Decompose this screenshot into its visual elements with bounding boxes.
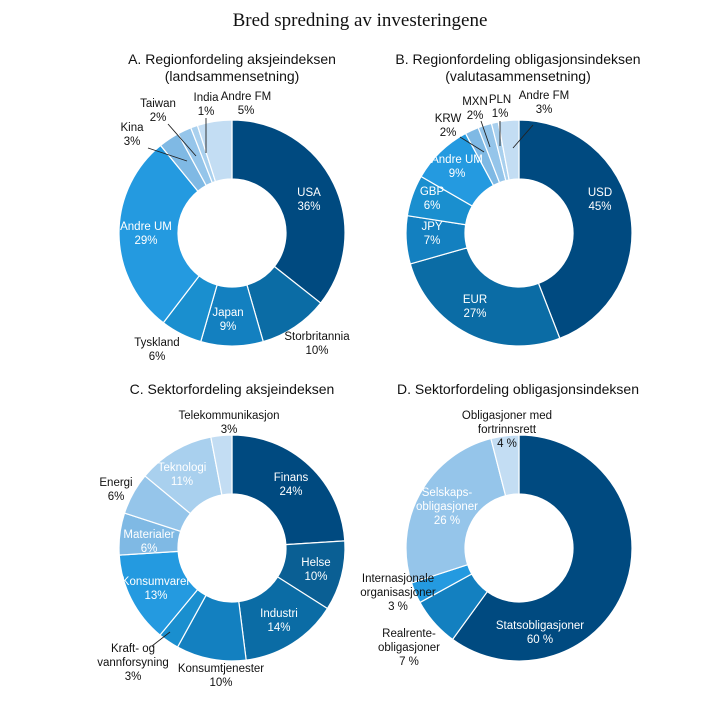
chart-c-label-finans: Finans 24% <box>274 472 309 498</box>
chart-c-label-kraft-og-vannforsyning: Kraft- og vannforsyning 3% <box>97 643 169 683</box>
chart-a-label-usa: USA 36% <box>297 187 321 213</box>
chart-b-leader-krw <box>459 136 485 153</box>
chart-a-slice-andre-um <box>118 144 201 324</box>
figure-title: Bred spredning av investeringene <box>233 10 488 31</box>
chart-d-slice-statsobligasjoner <box>451 434 633 662</box>
chart-a-label-india: India 1% <box>194 92 220 118</box>
chart-b-title: B. Regionfordeling obligasjonsindeksen <box>395 51 640 67</box>
chart-d-title: D. Sektorfordeling obligasjonsindeksen <box>397 381 639 397</box>
chart-b-label-andre-fm: Andre FM 3% <box>519 90 570 116</box>
chart-a-slice-usa <box>231 119 346 304</box>
chart-c-slice-telekommunikasjon <box>210 434 233 496</box>
chart-a-label-kina: Kina 3% <box>120 122 144 148</box>
chart-a-subtitle: (landsammensetning) <box>165 68 300 84</box>
chart-d-slice-selskaps-obligasjoner <box>405 437 507 584</box>
chart-b-label-gbp: GBP 6% <box>420 186 445 212</box>
chart-b-label-krw: KRW 2% <box>435 113 462 139</box>
chart-d-label-internasjonale-organisasjoner: Internasjonale organisasjoner 3 % <box>360 573 436 613</box>
chart-a-label-japan: Japan 9% <box>212 307 243 333</box>
chart-b-subtitle: (valutasammensetning) <box>445 68 591 84</box>
chart-d-label-statsobligasjoner: Statsobligasjoner 60 % <box>496 620 584 646</box>
chart-b-leader-mxn <box>480 120 491 148</box>
chart-a-label-storbritannia: Storbritannia 10% <box>284 331 350 357</box>
chart-d-slice-obligasjoner-med-fortrinnsrett <box>490 434 520 497</box>
chart-b-label-andre-um: Andre UM 9% <box>431 154 483 180</box>
chart-c-label-helse: Helse 10% <box>301 557 330 583</box>
chart-d-label-selskaps-obligasjoner: Selskaps-obligasjoner 26 % <box>416 487 478 527</box>
chart-b-slice-usd <box>518 119 633 340</box>
chart-c-label-teknologi: Teknologi 11% <box>158 462 207 488</box>
chart-c-label-materialer: Materialer 6% <box>123 529 174 555</box>
chart-c-label-konsumvarer: Konsumvarer 13% <box>122 576 191 602</box>
donut-chart-c: C. Sektorfordeling aksjeindeksen Finans 2… <box>97 381 346 689</box>
chart-c-leader-kraft-og-vannforsyning <box>151 631 171 647</box>
chart-c-label-industri: Industri 14% <box>260 608 298 634</box>
chart-c-label-energi: Energi 6% <box>99 477 132 503</box>
chart-a-label-taiwan: Taiwan 2% <box>140 98 176 124</box>
chart-b-label-jpy: JPY 7% <box>421 221 442 247</box>
chart-b-label-usd: USD 45% <box>588 187 612 213</box>
chart-d-label-obligasjoner-med-fortrinnsrett: Obligasjoner med fortrinnsrett 4 % <box>462 410 552 450</box>
chart-a-leader-kina <box>147 147 188 162</box>
chart-b-slice-eur <box>409 247 561 347</box>
donut-chart-a: A. Regionfordeling aksjeindeksen (landsa… <box>118 51 350 363</box>
chart-c-slice-finans <box>231 434 346 546</box>
donut-chart-d: D. Sektorfordeling obligasjonsindeksen S… <box>360 381 639 668</box>
chart-b-label-mxn: MXN 2% <box>462 96 488 122</box>
chart-b-leader-andre-fm <box>512 124 534 149</box>
chart-c-label-telekommunikasjon: Telekommunikasjon 3% <box>179 410 280 436</box>
chart-c-label-konsumtjenester: Konsumtjenester 10% <box>178 663 264 689</box>
chart-a-title: A. Regionfordeling aksjeindeksen <box>128 51 336 67</box>
chart-b-label-eur: EUR 27% <box>463 294 487 320</box>
chart-c-title: C. Sektorfordeling aksjeindeksen <box>130 381 335 397</box>
chart-a-label-andre-fm: Andre FM 5% <box>221 91 272 117</box>
donut-chart-b: B. Regionfordeling obligasjonsindeksen (… <box>395 51 641 347</box>
chart-a-label-tyskland: Tyskland 6% <box>134 337 179 363</box>
chart-b-label-pln: PLN 1% <box>489 94 511 120</box>
chart-d-label-realrente-obligasjoner: Realrente-obligasjoner 7 % <box>378 628 440 668</box>
chart-a-label-andre-um: Andre UM 29% <box>120 221 172 247</box>
chart-b-slice-andre-fm <box>497 119 520 181</box>
chart-a-leader-taiwan <box>167 123 197 157</box>
